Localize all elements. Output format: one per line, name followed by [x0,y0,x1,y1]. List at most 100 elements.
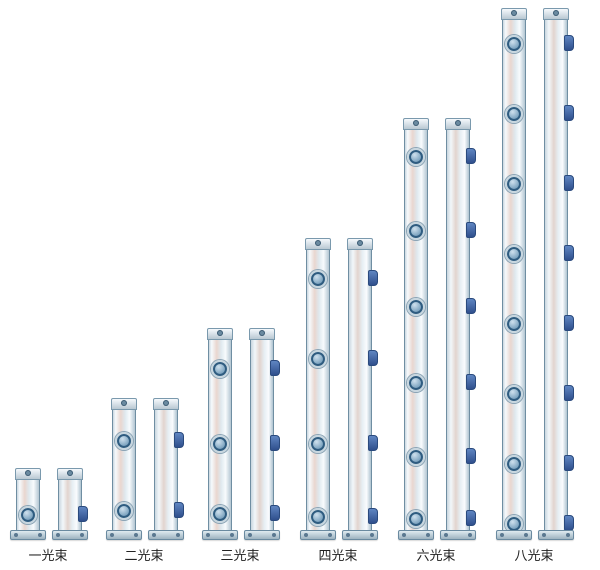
beam-lens-front [407,374,425,392]
beam-column-front [398,118,434,540]
beam-lens-front [505,455,523,473]
column-base [202,530,238,540]
beam-lens-side [368,350,378,366]
beam-column-label: 二光束 [104,545,184,564]
column-tube [16,480,40,530]
beam-lens-front [505,245,523,263]
column-base [10,530,46,540]
column-base [300,530,336,540]
beam-column-rear [538,8,574,540]
column-cap [153,398,179,410]
column-tube [348,250,372,530]
beam-lens-front [309,270,327,288]
column-tube [404,130,428,530]
beam-lens-side [270,360,280,376]
column-cap [347,238,373,250]
beam-lens-front [505,105,523,123]
beam-lens-side [466,298,476,314]
beam-column-label: 三光束 [200,545,280,564]
beam-lens-front [505,385,523,403]
beam-lens-front [407,510,425,528]
beam-lens-side [466,148,476,164]
column-tube [112,410,136,530]
beam-lens-side [564,175,574,191]
beam-lens-side [564,515,574,531]
column-tube [502,20,526,530]
beam-lens-front [211,360,229,378]
beam-lens-front [407,148,425,166]
beam-lens-side [174,502,184,518]
column-base [106,530,142,540]
beam-column-front [202,328,238,540]
beam-lens-side [270,505,280,521]
column-tube [544,20,568,530]
column-base [496,530,532,540]
column-base [148,530,184,540]
beam-lens-front [19,506,37,524]
beam-column-rear [342,238,378,540]
column-base [244,530,280,540]
column-base [52,530,88,540]
beam-lens-front [407,222,425,240]
beam-column-rear [244,328,280,540]
beam-lens-front [505,175,523,193]
beam-columns-diagram: 一光束二光束三光束四光束六光束八光束 [0,0,600,570]
column-base [398,530,434,540]
beam-lens-front [407,298,425,316]
beam-lens-front [211,435,229,453]
beam-lens-front [309,350,327,368]
column-tube [306,250,330,530]
column-base [538,530,574,540]
beam-column-front [496,8,532,540]
beam-lens-side [270,435,280,451]
beam-lens-front [505,35,523,53]
beam-lens-side [564,315,574,331]
column-cap [445,118,471,130]
beam-lens-side [564,105,574,121]
beam-lens-side [368,435,378,451]
beam-column-label: 四光束 [298,545,378,564]
beam-lens-side [466,374,476,390]
beam-lens-front [115,432,133,450]
column-cap [543,8,569,20]
column-cap [15,468,41,480]
column-tube [250,340,274,530]
column-cap [111,398,137,410]
beam-lens-side [78,506,88,522]
beam-column-pair [300,238,378,540]
beam-column-pair [398,118,476,540]
column-tube [154,410,178,530]
beam-lens-front [309,508,327,526]
column-tube [446,130,470,530]
beam-lens-front [309,435,327,453]
beam-column-rear [148,398,184,540]
beam-column-label: 八光束 [494,545,574,564]
beam-column-rear [440,118,476,540]
column-cap [57,468,83,480]
column-base [440,530,476,540]
beam-column-rear [52,468,88,540]
beam-lens-side [174,432,184,448]
beam-column-pair [10,468,88,540]
column-tube [58,480,82,530]
beam-lens-front [505,315,523,333]
beam-column-pair [106,398,184,540]
beam-lens-side [368,508,378,524]
beam-lens-side [564,455,574,471]
column-base [342,530,378,540]
beam-lens-front [407,448,425,466]
column-cap [207,328,233,340]
beam-lens-side [564,245,574,261]
beam-lens-side [564,35,574,51]
beam-lens-side [368,270,378,286]
beam-column-front [300,238,336,540]
column-cap [249,328,275,340]
beam-column-label: 六光束 [396,545,476,564]
beam-lens-side [466,448,476,464]
column-cap [305,238,331,250]
beam-column-label: 一光束 [8,545,88,564]
beam-lens-side [466,222,476,238]
beam-lens-front [115,502,133,520]
beam-lens-front [211,505,229,523]
column-tube [208,340,232,530]
